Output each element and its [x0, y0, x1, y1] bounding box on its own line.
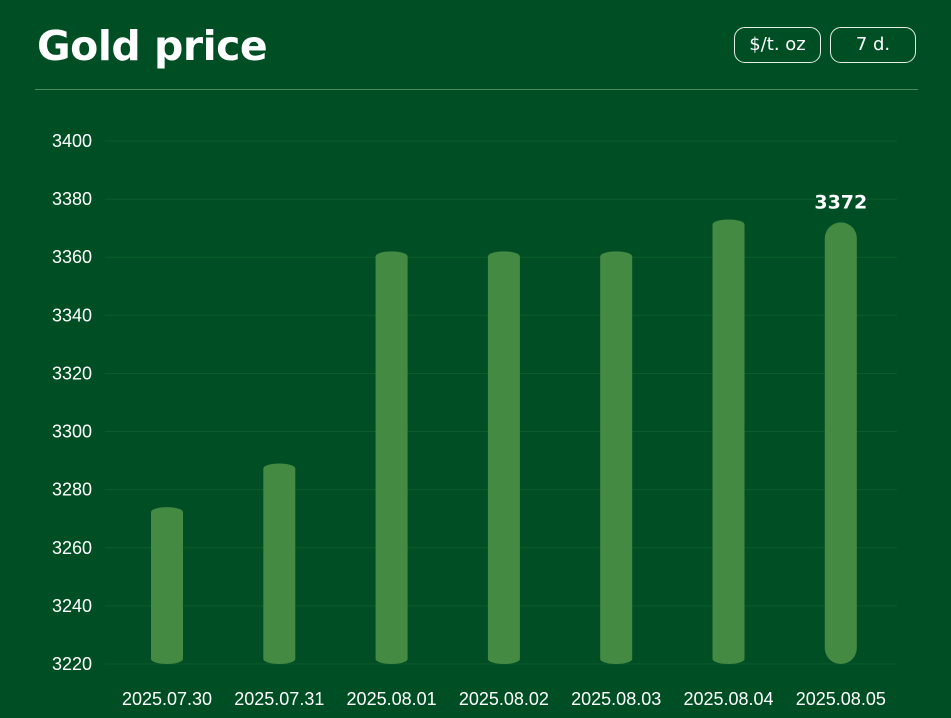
x-tick-label: 2025.08.04 — [683, 689, 773, 709]
y-tick-label: 3220 — [52, 654, 92, 674]
data-labels: 3372 — [814, 191, 867, 213]
y-tick-label: 3360 — [52, 247, 92, 267]
x-tick-label: 2025.08.03 — [571, 689, 661, 709]
bars — [151, 219, 857, 664]
bar-2025.08.02 — [487, 251, 520, 664]
bar-2025.08.01 — [375, 251, 408, 664]
y-tick-label: 3400 — [52, 131, 92, 151]
y-tick-label: 3380 — [52, 189, 92, 209]
y-tick-label: 3240 — [52, 596, 92, 616]
x-tick-label: 2025.07.30 — [122, 689, 212, 709]
x-tick-label: 2025.08.05 — [796, 689, 886, 709]
y-tick-label: 3340 — [52, 305, 92, 325]
x-tick-label: 2025.07.31 — [234, 689, 324, 709]
y-tick-label: 3300 — [52, 422, 92, 442]
y-axis-ticks: 3220 3240 3260 3280 3300 3320 3340 3360 3380 3400 — [52, 131, 92, 674]
bar-2025.07.31 — [263, 463, 296, 664]
x-axis-ticks: 2025.07.30 2025.07.31 2025.08.01 2025.08.02… — [122, 689, 886, 709]
x-tick-label: 2025.08.01 — [347, 689, 437, 709]
bar-2025.08.05 — [824, 222, 857, 664]
chart-title: Gold price — [37, 22, 268, 70]
range-toggle-button[interactable]: 7 d. — [830, 27, 916, 63]
bar-2025.07.30 — [151, 507, 183, 664]
bar-2025.08.04 — [712, 219, 745, 664]
header-divider — [35, 89, 918, 90]
y-tick-label: 3280 — [52, 480, 92, 500]
bar-2025.08.03 — [600, 251, 633, 664]
x-tick-label: 2025.08.02 — [459, 689, 549, 709]
y-tick-label: 3260 — [52, 538, 92, 558]
y-tick-label: 3320 — [52, 363, 92, 383]
unit-toggle-button[interactable]: $/t. oz — [734, 27, 821, 63]
data-label-latest: 3372 — [814, 191, 867, 213]
